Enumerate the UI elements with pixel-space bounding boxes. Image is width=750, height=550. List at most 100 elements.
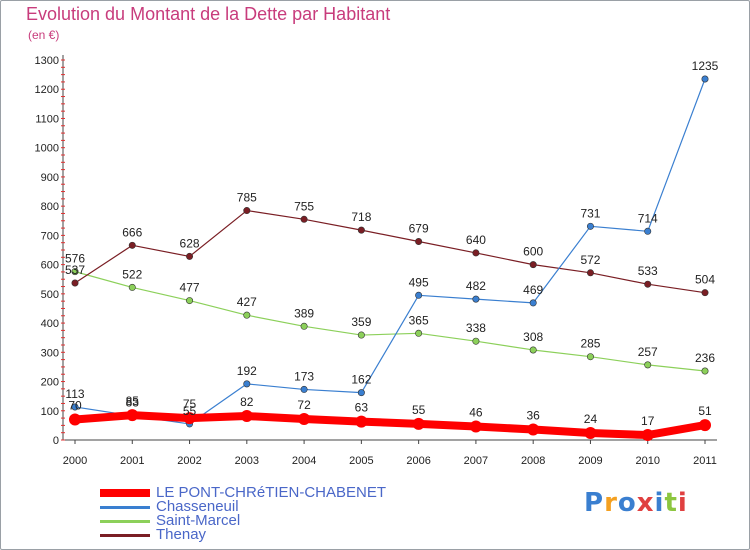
x-tick-label: 2010: [635, 455, 659, 467]
data-point: [644, 280, 652, 288]
logo-letter: r: [604, 488, 618, 518]
data-label: 469: [523, 283, 543, 297]
data-label: 666: [122, 225, 142, 239]
data-label: 600: [523, 245, 543, 259]
data-point: [186, 297, 194, 305]
logo-letter: o: [617, 488, 637, 518]
data-label: 365: [409, 313, 429, 327]
data-label: 533: [638, 264, 658, 278]
data-point: [300, 322, 308, 330]
x-tick-label: 2009: [578, 455, 602, 467]
data-label: 359: [351, 315, 371, 329]
data-label: 192: [237, 364, 257, 378]
data-point: [586, 269, 594, 277]
data-point: [644, 227, 652, 235]
data-label: 285: [580, 337, 600, 351]
x-tick-label: 2008: [521, 455, 545, 467]
data-point: [701, 75, 709, 83]
data-point: [529, 261, 537, 269]
data-label: 522: [122, 267, 142, 281]
data-label: 389: [294, 306, 314, 320]
data-label: 482: [466, 279, 486, 293]
x-tick-label: 2001: [120, 455, 144, 467]
data-point: [186, 252, 194, 260]
data-point: [243, 380, 251, 388]
y-tick-label: 1100: [35, 113, 59, 125]
legend-swatch: [100, 489, 150, 497]
data-label: 36: [527, 408, 541, 422]
logo-letter: x: [636, 488, 655, 518]
x-tick-label: 2002: [177, 455, 201, 467]
y-tick-label: 100: [41, 406, 59, 418]
data-label: 75: [183, 397, 197, 411]
data-label: 113: [65, 387, 84, 401]
logo-letter: t: [664, 488, 678, 518]
logo-letter: i: [654, 488, 665, 518]
series-line: [74, 78, 706, 425]
data-label: 63: [355, 401, 369, 415]
legend-swatch: [100, 506, 150, 509]
data-point: [412, 417, 425, 430]
data-point: [529, 346, 537, 354]
chart-title: Evolution du Montant de la Dette par Hab…: [26, 4, 391, 24]
data-label: 731: [580, 206, 600, 220]
data-label: 679: [409, 222, 429, 236]
y-tick-label: 400: [41, 318, 59, 330]
data-label: 173: [294, 369, 314, 383]
data-label: 55: [183, 404, 197, 418]
data-label: 495: [409, 275, 429, 289]
y-tick-label: 300: [41, 347, 59, 359]
data-label: 17: [641, 414, 655, 428]
data-point: [355, 415, 368, 428]
data-point: [71, 279, 79, 287]
data-point: [298, 412, 311, 425]
series-lines: [69, 75, 711, 442]
data-point: [69, 413, 81, 426]
data-label: 236: [695, 351, 715, 365]
data-point: [699, 419, 711, 432]
data-point: [644, 361, 652, 369]
y-tick-label: 0: [53, 435, 59, 447]
y-tick-label: 1200: [35, 84, 59, 96]
data-label: 24: [584, 412, 598, 426]
data-point: [584, 426, 597, 439]
data-label: 257: [638, 345, 658, 359]
y-tick-label: 600: [41, 260, 59, 272]
data-point: [586, 222, 594, 230]
data-point: [243, 311, 251, 319]
series-line: [74, 271, 706, 372]
data-label: 72: [297, 398, 311, 412]
data-label: 785: [237, 191, 257, 205]
data-point: [701, 367, 709, 375]
data-label: 51: [698, 404, 712, 418]
data-point: [126, 409, 139, 422]
x-tick-label: 2007: [464, 455, 488, 467]
data-label: 70: [68, 399, 82, 413]
data-point: [701, 289, 709, 297]
data-point: [527, 423, 540, 436]
y-tick-label: 800: [41, 201, 59, 213]
data-point: [357, 389, 365, 397]
series-line: [71, 411, 709, 440]
data-label: 82: [240, 395, 254, 409]
proxiti-logo: Proxiti: [584, 488, 688, 518]
data-label: 477: [180, 281, 200, 295]
logo-letter: P: [584, 488, 605, 518]
data-label: 628: [180, 236, 200, 250]
y-tick-label: 700: [41, 230, 59, 242]
data-label: 537: [65, 263, 85, 277]
legend-swatch: [100, 520, 150, 523]
data-point: [128, 241, 136, 249]
data-point: [472, 295, 480, 303]
data-point: [300, 385, 308, 393]
data-point: [71, 268, 79, 276]
y-tick-label: 1300: [35, 55, 59, 67]
x-tick-label: 2011: [693, 455, 717, 467]
data-point: [357, 226, 365, 234]
data-label: 83: [126, 396, 140, 410]
data-point: [472, 249, 480, 257]
data-point: [415, 238, 423, 246]
data-labels: 576 522 477 427 389 359 365 338 308 285 257 236 537 6…: [65, 59, 719, 428]
